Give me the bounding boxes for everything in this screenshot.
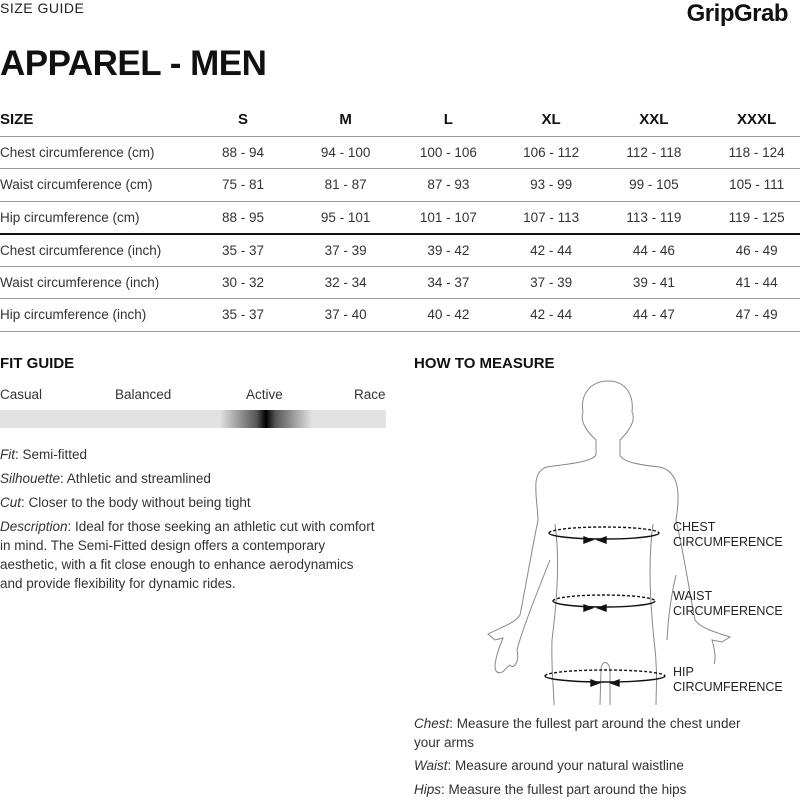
fit-scale-balanced: Balanced	[115, 387, 172, 402]
section-label: SIZE GUIDE	[0, 0, 85, 16]
table-row: Waist circumference (inch) 30 - 32 32 - 34…	[0, 265, 800, 299]
size-value-cell: 34 - 37	[397, 265, 500, 299]
table-row: Chest circumference (inch) 35 - 37 37 - 39…	[0, 232, 800, 266]
fit-indicator	[220, 410, 313, 428]
size-value-cell: 37 - 39	[294, 232, 398, 266]
size-value-cell: 35 - 37	[191, 298, 295, 332]
measurement-label-cell: Chest circumference (cm)	[0, 135, 192, 169]
size-table: SIZE S M L XL XXL XXXL Chest circumferen…	[0, 104, 800, 332]
size-value-cell: 40 - 42	[397, 298, 500, 332]
table-header: SIZE S M L XL XXL XXXL	[0, 104, 800, 136]
size-value-cell: 41 - 44	[705, 265, 800, 299]
silhouette-text: Silhouette: Athletic and streamlined	[0, 471, 211, 486]
size-value-cell: 42 - 44	[499, 298, 603, 332]
size-value-cell: 106 - 112	[499, 135, 603, 169]
table-row: Chest circumference (cm) 88 - 94 94 - 100 1…	[0, 135, 800, 169]
hip-label: HIP CIRCUMFERENCE	[673, 665, 783, 694]
measurement-label-cell: Waist circumference (cm)	[0, 168, 192, 201]
size-value-cell: 99 - 105	[602, 168, 706, 201]
size-value-cell: 46 - 49	[705, 232, 800, 266]
how-to-measure-title: HOW TO MEASURE	[414, 355, 555, 372]
size-value-cell: 105 - 111	[705, 168, 800, 201]
size-value-cell: 107 - 113	[499, 200, 603, 234]
size-value-cell: 81 - 87	[294, 168, 398, 201]
size-value-cell: 119 - 125	[705, 200, 800, 234]
description-text: Description: Ideal for those seeking an …	[0, 519, 375, 591]
chest-measure-line	[548, 526, 660, 545]
size-value-cell: 100 - 106	[397, 135, 500, 169]
fit-scale-active: Active	[246, 387, 283, 402]
size-value-cell: 39 - 41	[602, 265, 706, 299]
size-value-cell: 44 - 47	[602, 298, 706, 332]
measurement-label-cell: Chest circumference (inch)	[0, 232, 192, 266]
chest-instruction: Chest: Measure the fullest part around t…	[414, 716, 741, 750]
size-value-cell: 35 - 37	[191, 232, 295, 266]
fit-guide-title: FIT GUIDE	[0, 355, 75, 372]
table-row: Waist circumference (cm) 75 - 81 81 - 87 87…	[0, 168, 800, 201]
size-value-cell: 32 - 34	[294, 265, 398, 299]
hips-instruction: Hips: Measure the fullest part around th…	[414, 782, 687, 797]
chest-label: CHEST CIRCUMFERENCE	[673, 520, 783, 549]
size-value-cell: 88 - 94	[191, 135, 295, 169]
col-header: XL	[541, 111, 561, 129]
measurement-label-cell: Waist circumference (inch)	[0, 265, 192, 299]
size-value-cell: 75 - 81	[191, 168, 295, 201]
size-value-cell: 118 - 124	[705, 135, 800, 169]
col-header: SIZE	[0, 111, 34, 129]
col-header: L	[443, 111, 453, 129]
size-value-cell: 30 - 32	[191, 265, 295, 299]
hip-measure-line	[544, 669, 666, 688]
fit-scale-casual: Casual	[0, 387, 43, 402]
size-value-cell: 113 - 119	[602, 200, 706, 234]
size-value-cell: 39 - 42	[397, 232, 500, 266]
waist-instruction: Waist: Measure around your natural waist…	[414, 758, 684, 773]
measurement-label-cell: Hip circumference (inch)	[0, 298, 192, 332]
waist-measure-line	[552, 594, 656, 613]
col-header: S	[237, 111, 248, 129]
measurement-label-cell: Hip circumference (cm)	[0, 200, 192, 234]
fit-text: Fit: Semi-fitted	[0, 447, 88, 462]
fit-scale-bar	[0, 410, 386, 428]
size-value-cell: 47 - 49	[705, 298, 800, 332]
waist-label: WAIST CIRCUMFERENCE	[673, 589, 783, 618]
size-value-cell: 95 - 101	[294, 200, 398, 234]
size-value-cell: 101 - 107	[397, 200, 500, 234]
size-value-cell: 94 - 100	[294, 135, 398, 169]
col-header: XXXL	[737, 111, 777, 129]
col-header: XXL	[639, 111, 669, 129]
size-value-cell: 112 - 118	[602, 135, 706, 169]
size-value-cell: 37 - 40	[294, 298, 398, 332]
brand-logo: GripGrab	[686, 0, 789, 27]
size-value-cell: 88 - 95	[191, 200, 295, 234]
table-row: Hip circumference (cm) 88 - 95 95 - 101 101…	[0, 200, 800, 234]
size-value-cell: 87 - 93	[397, 168, 500, 201]
size-value-cell: 42 - 44	[499, 232, 603, 266]
fit-scale-race: Race	[354, 387, 386, 402]
col-header: M	[339, 111, 352, 129]
size-value-cell: 44 - 46	[602, 232, 706, 266]
cut-text: Cut: Closer to the body without being ti…	[0, 495, 251, 510]
table-row: Hip circumference (inch) 35 - 37 37 - 40 40…	[0, 298, 800, 332]
size-value-cell: 93 - 99	[499, 168, 603, 201]
size-value-cell: 37 - 39	[499, 265, 603, 299]
page-title: APPAREL - MEN	[0, 44, 267, 83]
